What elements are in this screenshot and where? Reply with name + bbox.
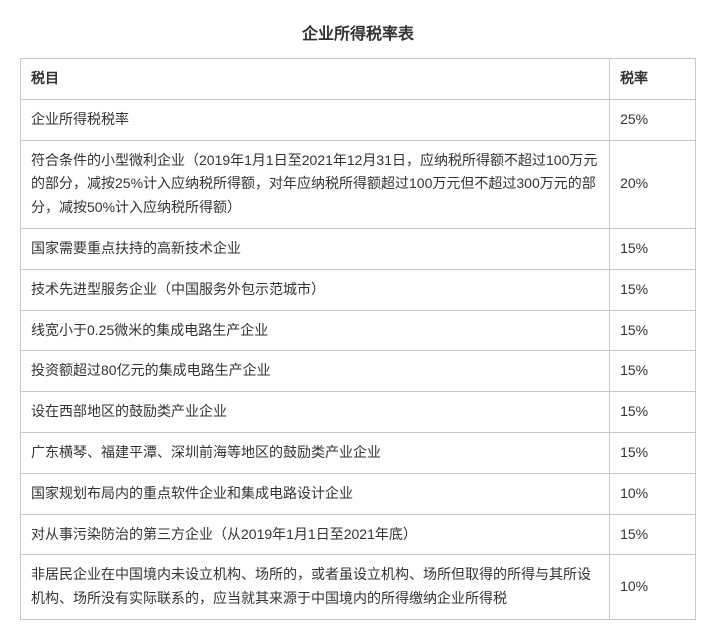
table-row: 设在西部地区的鼓励类产业企业15% [21,392,696,433]
cell-item: 技术先进型服务企业（中国服务外包示范城市） [21,269,610,310]
cell-item: 符合条件的小型微利企业（2019年1月1日至2021年12月31日，应纳税所得额… [21,140,610,228]
table-row: 符合条件的小型微利企业（2019年1月1日至2021年12月31日，应纳税所得额… [21,140,696,228]
cell-rate: 25% [610,99,696,140]
table-row: 企业所得税税率25% [21,99,696,140]
cell-rate: 15% [610,432,696,473]
header-rate: 税率 [610,59,696,100]
table-header-row: 税目 税率 [21,59,696,100]
cell-rate: 20% [610,140,696,228]
cell-rate: 15% [610,514,696,555]
cell-item: 线宽小于0.25微米的集成电路生产企业 [21,310,610,351]
cell-rate: 15% [610,392,696,433]
cell-item: 对从事污染防治的第三方企业（从2019年1月1日至2021年底） [21,514,610,555]
header-item: 税目 [21,59,610,100]
cell-item: 投资额超过80亿元的集成电路生产企业 [21,351,610,392]
cell-rate: 15% [610,351,696,392]
cell-rate: 15% [610,310,696,351]
table-row: 技术先进型服务企业（中国服务外包示范城市）15% [21,269,696,310]
table-body: 企业所得税税率25%符合条件的小型微利企业（2019年1月1日至2021年12月… [21,99,696,619]
table-row: 非居民企业在中国境内未设立机构、场所的，或者虽设立机构、场所但取得的所得与其所设… [21,555,696,620]
table-row: 国家需要重点扶持的高新技术企业15% [21,228,696,269]
cell-rate: 10% [610,555,696,620]
cell-rate: 10% [610,473,696,514]
cell-item: 广东横琴、福建平潭、深圳前海等地区的鼓励类产业企业 [21,432,610,473]
cell-item: 国家需要重点扶持的高新技术企业 [21,228,610,269]
cell-item: 非居民企业在中国境内未设立机构、场所的，或者虽设立机构、场所但取得的所得与其所设… [21,555,610,620]
table-row: 广东横琴、福建平潭、深圳前海等地区的鼓励类产业企业15% [21,432,696,473]
tax-rate-table: 税目 税率 企业所得税税率25%符合条件的小型微利企业（2019年1月1日至20… [20,58,696,620]
table-row: 投资额超过80亿元的集成电路生产企业15% [21,351,696,392]
cell-rate: 15% [610,228,696,269]
cell-item: 设在西部地区的鼓励类产业企业 [21,392,610,433]
page-title: 企业所得税率表 [20,20,696,44]
table-row: 线宽小于0.25微米的集成电路生产企业15% [21,310,696,351]
table-row: 国家规划布局内的重点软件企业和集成电路设计企业10% [21,473,696,514]
cell-item: 国家规划布局内的重点软件企业和集成电路设计企业 [21,473,610,514]
table-row: 对从事污染防治的第三方企业（从2019年1月1日至2021年底）15% [21,514,696,555]
cell-rate: 15% [610,269,696,310]
cell-item: 企业所得税税率 [21,99,610,140]
